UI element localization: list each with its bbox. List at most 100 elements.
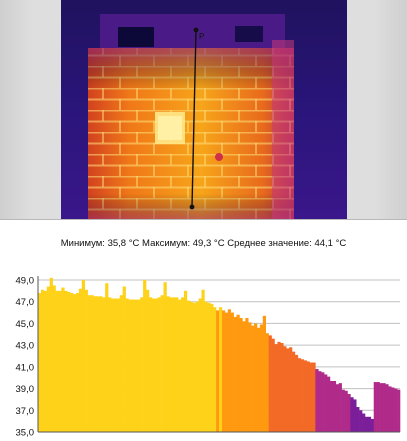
profile-bar — [230, 312, 234, 432]
profile-bar — [96, 296, 100, 432]
profile-bar — [268, 335, 272, 432]
profile-bar — [335, 384, 339, 432]
profile-bar — [327, 376, 331, 432]
profile-bar — [148, 297, 153, 432]
profile-bar — [160, 295, 164, 432]
profile-bar — [128, 299, 132, 432]
profile-bar — [329, 380, 334, 432]
profile-bar — [356, 407, 360, 432]
min-unit: °C — [128, 238, 140, 249]
profile-bar — [274, 344, 278, 432]
profile-bar — [219, 307, 223, 432]
profile-bar — [300, 359, 304, 432]
profile-bar — [198, 298, 202, 432]
y-tick-label: 45,0 — [16, 319, 35, 330]
profile-bar — [280, 342, 284, 432]
profile-bar — [116, 298, 121, 432]
profile-bar — [99, 296, 103, 432]
profile-bar — [46, 286, 50, 432]
profile-bar — [289, 347, 293, 432]
profile-bar — [163, 282, 167, 432]
profile-bar — [309, 362, 313, 432]
profile-bar — [397, 389, 401, 432]
avg-value: 44,1 — [314, 238, 333, 249]
avg-unit: °C — [335, 238, 347, 249]
profile-bar — [341, 389, 345, 432]
profile-bar — [312, 362, 316, 432]
profile-bar — [81, 280, 86, 432]
profile-bar — [221, 310, 226, 432]
profile-bar — [353, 399, 357, 432]
profile-bar — [157, 297, 161, 432]
profile-bar — [67, 291, 71, 432]
chart-axes: 49,0 47,0 45,0 43,0 41,0 39,0 37,0 35,0 — [16, 276, 400, 439]
profile-bar — [391, 387, 395, 432]
window-left — [118, 27, 154, 47]
profile-bar — [192, 302, 196, 432]
y-tick-label: 43,0 — [16, 341, 35, 352]
profile-bar — [213, 307, 217, 432]
profile-bar — [40, 289, 45, 432]
profile-bar — [385, 384, 389, 432]
line-start-handle[interactable] — [193, 27, 199, 33]
profile-bar — [43, 290, 48, 432]
profile-bars — [38, 277, 401, 432]
profile-bar — [373, 382, 377, 432]
profile-bar — [359, 410, 363, 432]
profile-bar — [49, 277, 53, 432]
profile-bar — [64, 290, 68, 432]
profile-bar — [201, 289, 205, 432]
min-value: 35,8 — [107, 238, 127, 249]
y-tick-label: 37,0 — [16, 406, 35, 417]
line-end-handle[interactable] — [189, 204, 195, 210]
profile-bar — [166, 296, 170, 432]
measurement-line[interactable] — [191, 29, 197, 208]
profile-bar — [108, 297, 112, 432]
profile-bar — [321, 372, 325, 432]
profile-bar — [154, 298, 158, 432]
profile-bar — [379, 383, 383, 432]
profile-bar — [181, 297, 185, 432]
profile-bar — [186, 300, 191, 432]
profile-bar — [178, 299, 182, 432]
profile-bar — [347, 394, 351, 432]
profile-bar — [318, 371, 322, 432]
window-right — [235, 26, 263, 42]
profile-bar — [75, 293, 80, 432]
profile-bar — [233, 316, 237, 432]
profile-bar — [315, 369, 319, 432]
max-value: 49,3 — [192, 238, 212, 249]
profile-bar — [113, 298, 118, 432]
spot-marker[interactable] — [215, 153, 223, 161]
profile-bar — [73, 294, 77, 432]
thermal-image[interactable]: P — [0, 0, 407, 219]
profile-bar — [216, 310, 220, 432]
profile-bar — [119, 295, 123, 432]
profile-bar — [131, 299, 135, 432]
profile-bar — [110, 298, 115, 432]
profile-bar — [93, 296, 97, 432]
profile-bar — [137, 299, 141, 432]
profile-bar — [242, 321, 246, 432]
profile-bar — [286, 348, 290, 432]
profile-bar — [254, 323, 258, 432]
profile-bar — [224, 312, 229, 432]
profile-bar — [376, 382, 380, 432]
profile-bar — [294, 354, 299, 432]
profile-bar — [146, 289, 150, 432]
thermal-image-panel: P — [0, 0, 407, 219]
profile-bar — [236, 314, 240, 432]
profile-bar — [143, 280, 147, 432]
profile-bar — [87, 295, 91, 432]
profile-bar — [350, 397, 354, 432]
profile-bar — [207, 302, 211, 432]
profile-bar — [338, 383, 342, 432]
profile-bar — [175, 297, 179, 432]
profile-bar — [195, 301, 199, 432]
profile-bar — [70, 293, 74, 432]
profile-bar — [265, 333, 269, 432]
profile-bar — [364, 416, 369, 432]
profile-bar — [84, 289, 88, 432]
profile-bar — [125, 298, 129, 432]
profile-bar — [291, 351, 296, 432]
